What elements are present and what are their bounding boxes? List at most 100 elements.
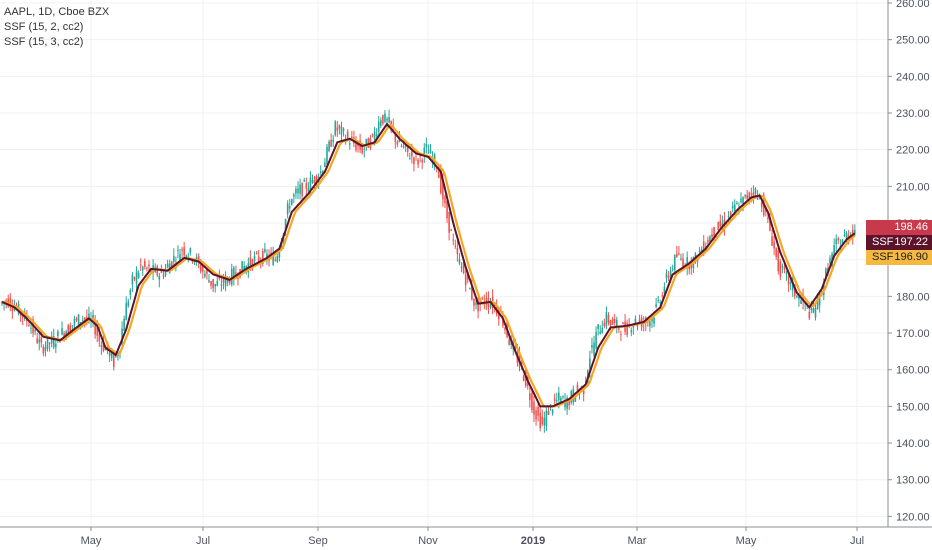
candle-body: [94, 322, 96, 335]
candle-body: [129, 290, 132, 295]
candle-body: [622, 322, 624, 325]
candle-body: [458, 259, 461, 264]
candle-body: [452, 239, 455, 241]
candle-body: [305, 182, 308, 189]
x-tick-label: Jul: [196, 535, 210, 547]
candle-body: [655, 304, 657, 307]
candle-body: [276, 256, 279, 262]
candle-body: [808, 311, 811, 319]
candle-body: [553, 398, 556, 402]
candle-body: [595, 331, 597, 349]
candle-body: [328, 141, 330, 152]
candle-body: [775, 247, 777, 257]
y-tick-label: 240.00: [896, 71, 930, 83]
candle-body: [81, 320, 84, 322]
candle-body: [508, 339, 510, 345]
candle-body: [425, 143, 428, 148]
candle-body: [355, 142, 357, 150]
candle-body: [303, 179, 306, 182]
candle-body: [233, 267, 235, 280]
candle-body: [502, 318, 504, 326]
x-tick-label: May: [81, 535, 102, 547]
candle-body: [545, 410, 548, 426]
candle-body: [255, 252, 258, 254]
candle-body: [473, 298, 475, 306]
candle-body: [421, 160, 424, 163]
candle-body: [220, 284, 223, 287]
candle-body: [702, 241, 705, 252]
candle-body: [197, 256, 200, 263]
y-tick-label: 150.00: [896, 401, 930, 413]
candle-body: [754, 188, 757, 194]
candle-body: [721, 223, 724, 227]
candle-body: [707, 240, 709, 243]
candle-body: [843, 234, 846, 236]
candle-body: [291, 199, 293, 205]
candle-body: [783, 267, 786, 270]
candle-body: [162, 274, 165, 277]
candle-body: [222, 277, 225, 283]
candle-body: [781, 265, 784, 268]
last-price-value: 198.46: [894, 221, 928, 233]
candle-body: [181, 249, 183, 251]
legend-ssf-1[interactable]: SSF (15, 2, cc2): [4, 21, 84, 33]
candle-body: [791, 282, 794, 291]
candle-body: [342, 128, 345, 131]
candle-body: [156, 266, 159, 276]
candle-body: [123, 318, 125, 331]
candle-body: [599, 331, 602, 335]
candle-body: [218, 277, 221, 279]
candle-body: [228, 280, 231, 284]
candle-body: [740, 198, 742, 203]
candle-body: [767, 217, 769, 220]
candle-body: [257, 256, 260, 262]
candle-body: [618, 327, 620, 330]
x-tick-label: 2019: [521, 535, 545, 547]
candle-body: [307, 188, 310, 192]
candle-body: [744, 194, 746, 197]
candle-body: [334, 121, 337, 136]
candle-body: [141, 266, 144, 271]
candle-body: [636, 324, 639, 327]
legend-ssf-2[interactable]: SSF (15, 3, cc2): [4, 36, 84, 48]
candle-body: [36, 338, 38, 344]
candle-body: [731, 205, 734, 209]
candle-body: [73, 318, 76, 325]
candle-body: [42, 346, 45, 354]
candle-body: [367, 138, 370, 148]
candle-body: [593, 342, 595, 356]
y-tick-label: 230.00: [896, 108, 930, 120]
candle-body: [371, 134, 374, 136]
candle-body: [69, 325, 72, 332]
candle-body: [373, 131, 376, 142]
candle-body: [137, 272, 140, 278]
candle-body: [191, 260, 194, 262]
candle-body: [543, 417, 546, 426]
candle-body: [609, 320, 612, 326]
last-price-tag: 198.46: [866, 220, 932, 235]
candle-body: [146, 267, 148, 269]
y-tick-label: 130.00: [896, 475, 930, 487]
x-tick-label: May: [736, 535, 757, 547]
candle-body: [224, 275, 227, 287]
candle-body: [450, 229, 452, 232]
candle-body: [96, 325, 99, 336]
candle-body: [539, 413, 541, 429]
x-tick-label: Nov: [418, 535, 438, 547]
candle-body: [251, 259, 254, 269]
candle-body: [673, 255, 676, 271]
candle-body: [440, 169, 442, 193]
candle-body: [760, 202, 763, 208]
candle-body: [40, 337, 43, 343]
candle-body: [431, 157, 434, 163]
candle-body: [613, 318, 616, 323]
legend-symbol[interactable]: AAPL, 1D, Cboe BZX: [4, 6, 110, 18]
candle-body: [810, 307, 813, 311]
candle-body: [736, 203, 738, 205]
candle-body: [284, 219, 287, 232]
candle-body: [551, 409, 554, 414]
candle-body: [789, 281, 792, 284]
candle-body: [351, 136, 353, 139]
